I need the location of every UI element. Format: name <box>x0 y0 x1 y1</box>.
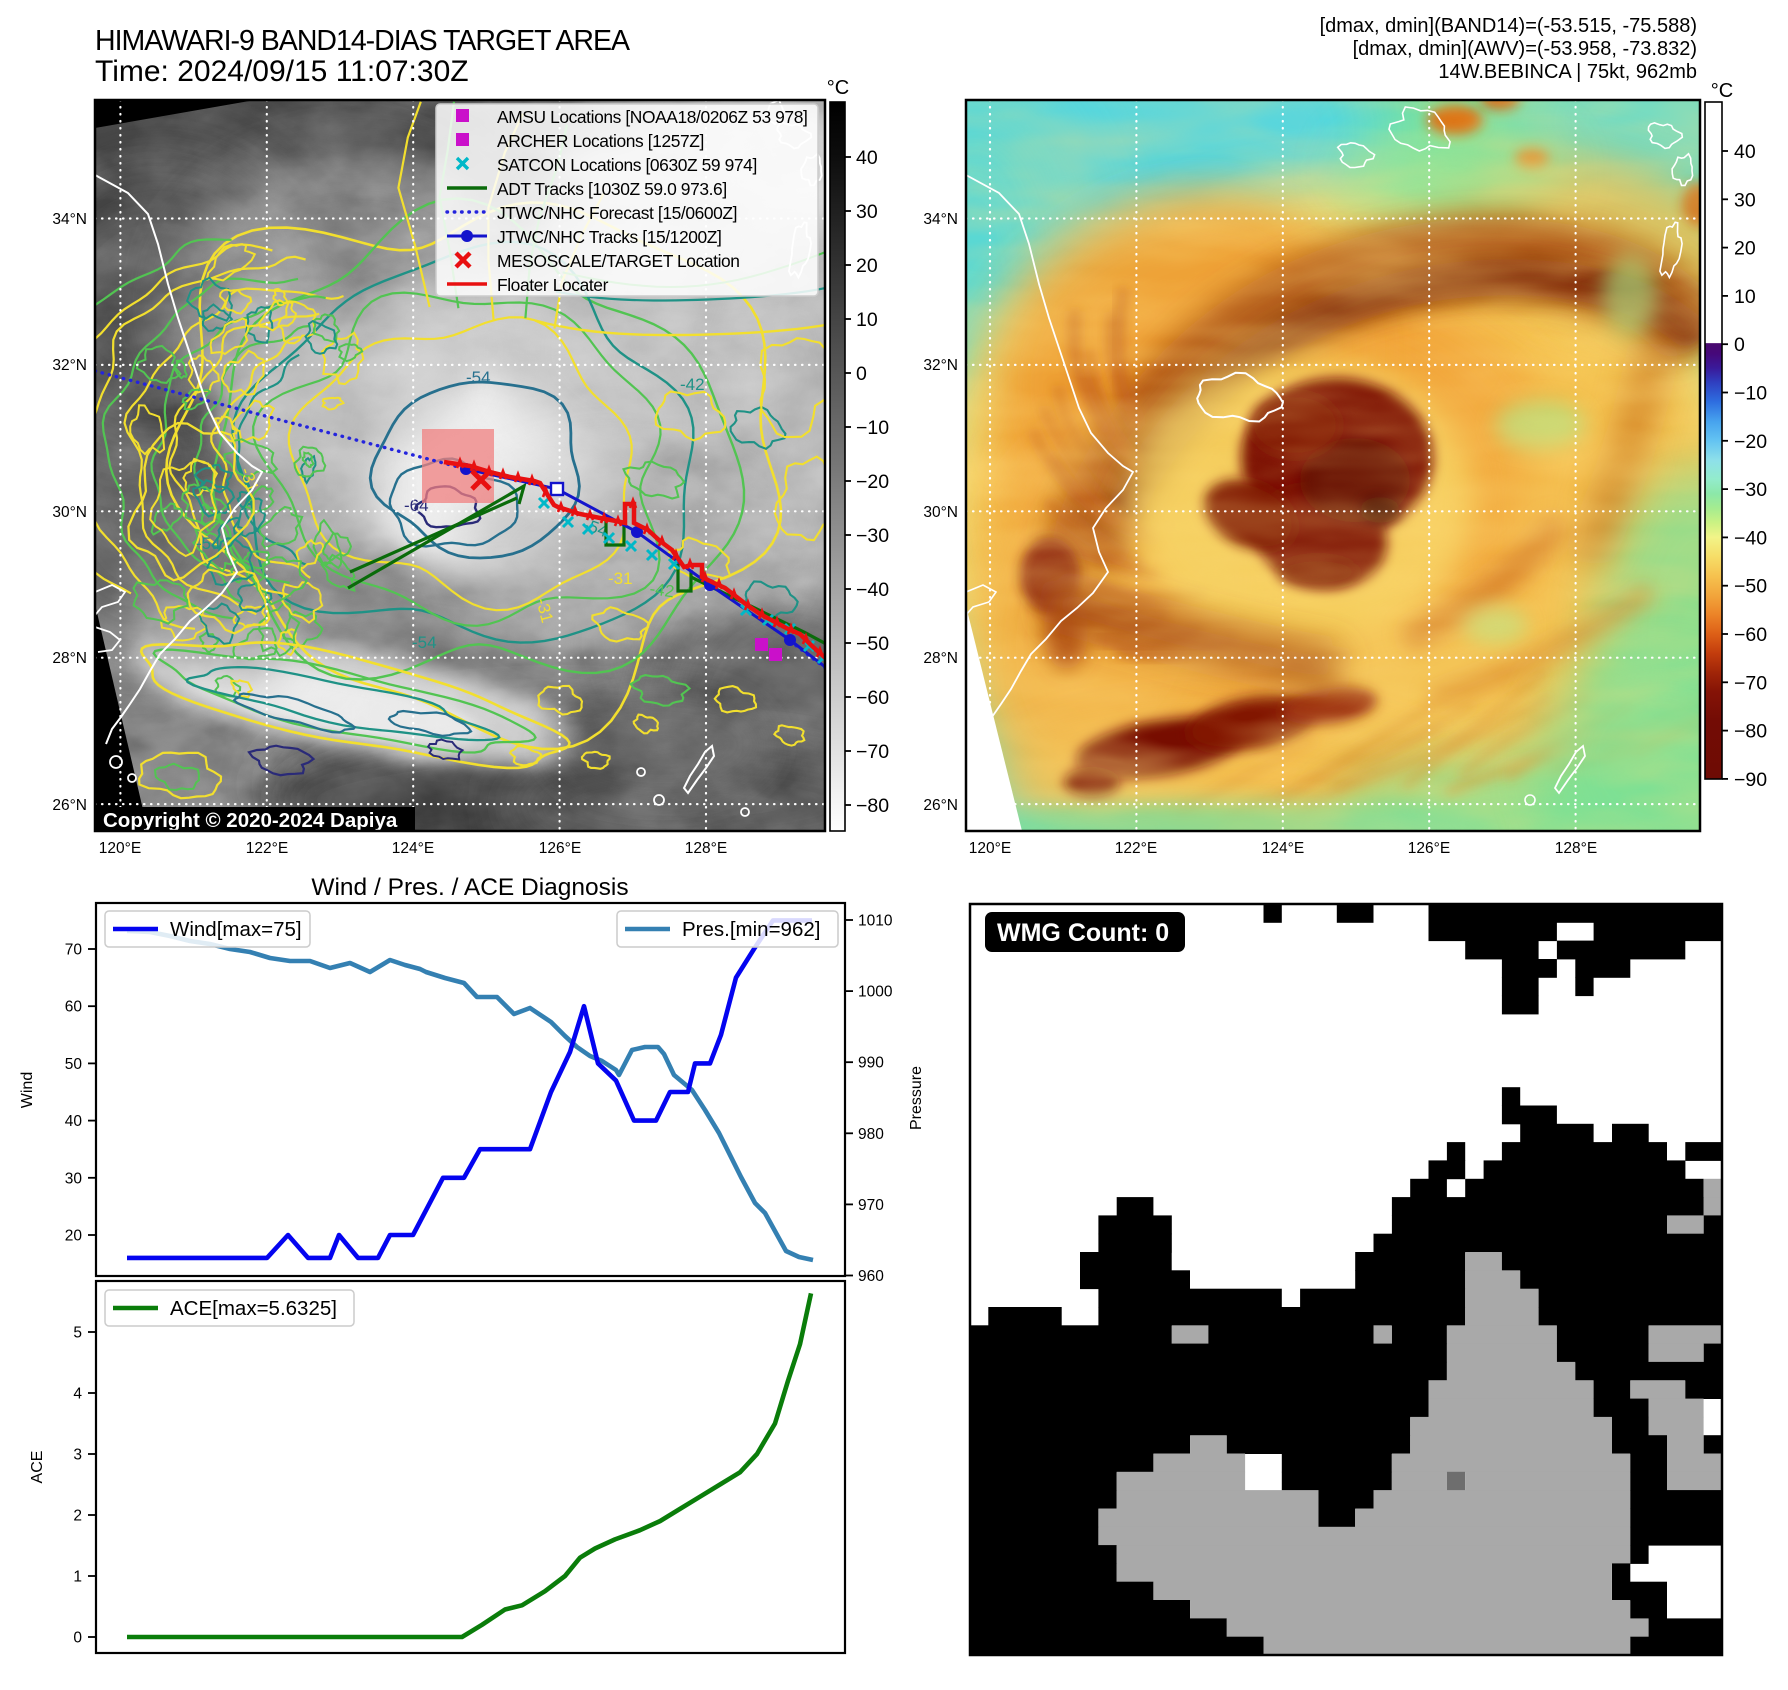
svg-text:Time: 2024/09/15 11:07:30Z: Time: 2024/09/15 11:07:30Z <box>95 55 469 88</box>
svg-text:980: 980 <box>858 1126 884 1143</box>
svg-text:−60: −60 <box>856 687 889 709</box>
svg-text:0: 0 <box>1734 334 1745 356</box>
svg-text:2: 2 <box>73 1508 82 1525</box>
svg-text:Wind / Pres. / ACE Diagnosis: Wind / Pres. / ACE Diagnosis <box>311 874 628 901</box>
svg-text:960: 960 <box>858 1268 884 1285</box>
svg-text:120°E: 120°E <box>969 840 1011 857</box>
svg-text:34°N: 34°N <box>52 211 87 228</box>
svg-text:32°N: 32°N <box>52 357 87 374</box>
svg-text:28°N: 28°N <box>923 650 958 667</box>
svg-text:122°E: 122°E <box>246 840 288 857</box>
svg-text:990: 990 <box>858 1055 884 1072</box>
svg-text:40: 40 <box>1734 141 1756 163</box>
svg-text:Pres.[min=962]: Pres.[min=962] <box>682 918 820 941</box>
svg-text:−70: −70 <box>1734 672 1767 694</box>
svg-text:1: 1 <box>73 1569 82 1586</box>
svg-text:5: 5 <box>73 1325 82 1342</box>
svg-text:Copyright © 2020-2024 Dapiya: Copyright © 2020-2024 Dapiya <box>103 809 398 832</box>
svg-text:-54: -54 <box>466 368 491 387</box>
svg-text:−70: −70 <box>856 741 889 763</box>
svg-text:[dmax, dmin](AWV)=(-53.958, -7: [dmax, dmin](AWV)=(-53.958, -73.832) <box>1353 38 1697 60</box>
svg-text:124°E: 124°E <box>392 840 434 857</box>
svg-text:−40: −40 <box>856 579 889 601</box>
svg-text:[dmax, dmin](BAND14)=(-53.515,: [dmax, dmin](BAND14)=(-53.515, -75.588) <box>1320 15 1697 37</box>
svg-text:−90: −90 <box>1734 769 1767 791</box>
svg-text:-42: -42 <box>680 375 705 394</box>
svg-text:122°E: 122°E <box>1115 840 1157 857</box>
svg-text:40: 40 <box>856 147 878 169</box>
svg-text:Floater Locater: Floater Locater <box>497 275 609 295</box>
svg-text:4: 4 <box>73 1386 82 1403</box>
svg-text:−40: −40 <box>1734 527 1767 549</box>
svg-text:3: 3 <box>73 1447 82 1464</box>
svg-text:0: 0 <box>73 1630 82 1647</box>
svg-text:HIMAWARI-9 BAND14-DIAS TARGET: HIMAWARI-9 BAND14-DIAS TARGET AREA <box>95 25 630 57</box>
svg-text:30: 30 <box>65 1170 83 1187</box>
svg-text:128°E: 128°E <box>1555 840 1597 857</box>
svg-text:70: 70 <box>65 942 83 959</box>
svg-text:60: 60 <box>65 999 83 1016</box>
svg-text:-31: -31 <box>608 569 633 588</box>
svg-text:-54: -54 <box>412 633 437 652</box>
svg-text:-54: -54 <box>196 534 221 553</box>
svg-text:14W.BEBINCA | 75kt, 962mb: 14W.BEBINCA | 75kt, 962mb <box>1438 61 1697 83</box>
svg-text:20: 20 <box>1734 238 1756 260</box>
svg-text:−50: −50 <box>1734 576 1767 598</box>
svg-text:28°N: 28°N <box>52 650 87 667</box>
svg-text:−30: −30 <box>856 525 889 547</box>
svg-text:128°E: 128°E <box>685 840 727 857</box>
svg-text:°C: °C <box>827 77 849 99</box>
svg-text:−80: −80 <box>856 795 889 817</box>
svg-text:−20: −20 <box>856 471 889 493</box>
svg-text:50: 50 <box>65 1056 83 1073</box>
svg-text:-42: -42 <box>648 579 675 601</box>
svg-text:−80: −80 <box>1734 721 1767 743</box>
svg-text:ACE: ACE <box>29 1451 46 1484</box>
svg-text:34°N: 34°N <box>923 211 958 228</box>
svg-text:1010: 1010 <box>858 913 893 930</box>
svg-text:ARCHER Locations [1257Z]: ARCHER Locations [1257Z] <box>497 131 704 151</box>
svg-text:°C: °C <box>1711 80 1733 102</box>
svg-text:20: 20 <box>856 255 878 277</box>
svg-text:−20: −20 <box>1734 431 1767 453</box>
svg-text:126°E: 126°E <box>539 840 581 857</box>
svg-text:10: 10 <box>856 309 878 331</box>
svg-text:−60: −60 <box>1734 624 1767 646</box>
svg-text:−10: −10 <box>856 417 889 439</box>
svg-text:40: 40 <box>65 1113 83 1130</box>
svg-text:0: 0 <box>856 363 867 385</box>
svg-text:−30: −30 <box>1734 479 1767 501</box>
svg-text:30: 30 <box>856 201 878 223</box>
svg-text:26°N: 26°N <box>923 797 958 814</box>
svg-text:30: 30 <box>1734 189 1756 211</box>
svg-text:ADT Tracks [1030Z 59.0 973.6]: ADT Tracks [1030Z 59.0 973.6] <box>497 179 727 199</box>
svg-text:32°N: 32°N <box>923 357 958 374</box>
svg-text:JTWC/NHC Forecast [15/0600Z]: JTWC/NHC Forecast [15/0600Z] <box>497 203 737 223</box>
svg-text:26°N: 26°N <box>52 797 87 814</box>
svg-text:MESOSCALE/TARGET Location: MESOSCALE/TARGET Location <box>497 251 740 271</box>
svg-text:Pressure: Pressure <box>908 1066 925 1130</box>
svg-text:WMG Count: 0: WMG Count: 0 <box>997 919 1169 947</box>
svg-text:30°N: 30°N <box>52 504 87 521</box>
svg-text:120°E: 120°E <box>99 840 141 857</box>
svg-text:970: 970 <box>858 1197 884 1214</box>
svg-text:10: 10 <box>1734 286 1756 308</box>
svg-text:Wind[max=75]: Wind[max=75] <box>170 918 302 941</box>
svg-text:30°N: 30°N <box>923 504 958 521</box>
svg-text:ACE[max=5.6325]: ACE[max=5.6325] <box>170 1297 337 1320</box>
svg-text:124°E: 124°E <box>1262 840 1304 857</box>
svg-text:AMSU Locations [NOAA18/0206Z 5: AMSU Locations [NOAA18/0206Z 53 978] <box>497 107 807 127</box>
svg-text:−10: −10 <box>1734 383 1767 405</box>
svg-text:1000: 1000 <box>858 984 893 1001</box>
svg-text:20: 20 <box>65 1228 83 1245</box>
svg-text:SATCON Locations [0630Z 59 974: SATCON Locations [0630Z 59 974] <box>497 155 757 175</box>
svg-text:Wind: Wind <box>19 1072 36 1108</box>
svg-text:126°E: 126°E <box>1408 840 1450 857</box>
svg-text:−50: −50 <box>856 633 889 655</box>
svg-text:JTWC/NHC Tracks [15/1200Z]: JTWC/NHC Tracks [15/1200Z] <box>497 227 721 247</box>
